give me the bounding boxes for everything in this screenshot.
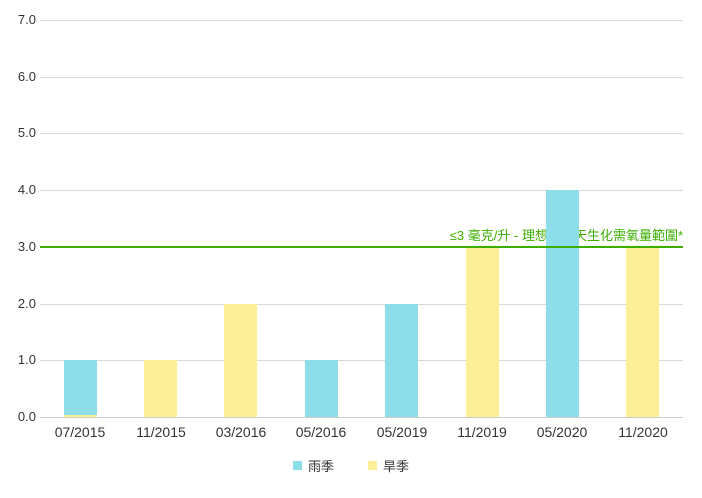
gridline xyxy=(40,417,683,418)
bar-雨季-05/2020[interactable] xyxy=(546,190,579,417)
legend-label-rainy-season: 雨季 xyxy=(307,459,334,474)
bar-旱季-11/2019[interactable] xyxy=(466,247,499,417)
y-axis-tick-label: 1.0 xyxy=(17,352,36,367)
gridline xyxy=(40,133,683,134)
bar-旱季-11/2020[interactable] xyxy=(626,247,659,417)
x-axis-tick-label: 07/2015 xyxy=(54,424,106,440)
gridline xyxy=(40,20,683,21)
bar-雨季-05/2019[interactable] xyxy=(385,304,418,417)
bar-旱季-11/2015[interactable] xyxy=(144,360,177,417)
x-axis-tick-label: 05/2016 xyxy=(295,424,347,440)
bar-旱季-07/2015[interactable] xyxy=(64,415,97,417)
bar-雨季-05/2016[interactable] xyxy=(305,360,338,417)
gridline xyxy=(40,77,683,78)
gridline xyxy=(40,304,683,305)
x-axis-tick-label: 05/2019 xyxy=(376,424,428,440)
x-axis-tick-label: 05/2020 xyxy=(536,424,588,440)
y-axis-tick-label: 3.0 xyxy=(17,239,36,254)
y-axis-tick-label: 7.0 xyxy=(17,12,36,27)
y-axis-tick-label: 5.0 xyxy=(17,125,36,140)
x-axis-tick-label: 11/2020 xyxy=(618,424,668,440)
rainy-season-swatch-icon xyxy=(292,461,302,470)
y-axis-tick-label: 6.0 xyxy=(17,69,36,84)
y-axis-tick-label: 0.0 xyxy=(17,409,36,424)
bar-旱季-03/2016[interactable] xyxy=(224,304,257,417)
x-axis-tick-label: 11/2019 xyxy=(457,424,507,440)
y-axis-tick-label: 4.0 xyxy=(17,182,36,197)
threshold-line xyxy=(40,246,683,248)
gridline xyxy=(40,360,683,361)
legend: 雨季 旱季 xyxy=(0,456,702,475)
x-axis-tick-label: 11/2015 xyxy=(136,424,186,440)
legend-label-dry-season: 旱季 xyxy=(383,459,410,474)
legend-item-dry-season[interactable]: 旱季 xyxy=(368,456,409,475)
x-axis-tick-label: 03/2016 xyxy=(215,424,267,440)
y-axis-tick-label: 2.0 xyxy=(17,296,36,311)
bar-雨季-07/2015[interactable] xyxy=(64,360,97,417)
dry-season-swatch-icon xyxy=(368,461,377,470)
gridline xyxy=(40,190,683,191)
legend-item-rainy-season[interactable]: 雨季 xyxy=(292,456,334,475)
